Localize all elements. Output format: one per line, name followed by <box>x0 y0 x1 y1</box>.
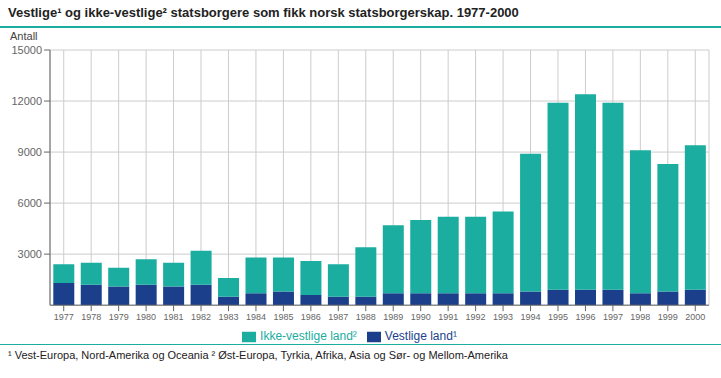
svg-text:1996: 1996 <box>575 312 595 322</box>
svg-text:9000: 9000 <box>18 146 42 158</box>
svg-text:1992: 1992 <box>466 312 486 322</box>
html-text:Vestlige land¹: Vestlige land¹ <box>384 329 457 344</box>
html-text:¹ Vest-Europa, Nord-Amerika og: ¹ Vest-Europa, Nord-Amerika og Oceania ²… <box>8 349 508 361</box>
html-text:Vestlige¹ og ikke-vestlige² st: Vestlige¹ og ikke-vestlige² statsborgere… <box>8 5 519 20</box>
svg-text:1977: 1977 <box>54 312 74 322</box>
svg-text:1978: 1978 <box>81 312 101 322</box>
svg-text:1993: 1993 <box>493 312 513 322</box>
html-text:Antall: Antall <box>10 30 38 42</box>
svg-text:1994: 1994 <box>521 312 541 322</box>
svg-text:1984: 1984 <box>246 312 266 322</box>
svg-text:3000: 3000 <box>18 248 42 260</box>
svg-text:1980: 1980 <box>136 312 156 322</box>
svg-text:1981: 1981 <box>164 312 184 322</box>
svg-text:1991: 1991 <box>438 312 458 322</box>
svg-text:1985: 1985 <box>273 312 293 322</box>
svg-text:6000: 6000 <box>18 197 42 209</box>
svg-text:1998: 1998 <box>630 312 650 322</box>
svg-text:1986: 1986 <box>301 312 321 322</box>
svg-text:1987: 1987 <box>328 312 348 322</box>
svg-text:1983: 1983 <box>218 312 238 322</box>
svg-text:1995: 1995 <box>548 312 568 322</box>
svg-text:1990: 1990 <box>411 312 431 322</box>
svg-text:1989: 1989 <box>383 312 403 322</box>
svg-text:2000: 2000 <box>685 312 705 322</box>
svg-text:12000: 12000 <box>11 95 42 107</box>
svg-text:1982: 1982 <box>191 312 211 322</box>
svg-text:1979: 1979 <box>109 312 129 322</box>
svg-text:1988: 1988 <box>356 312 376 322</box>
html-text:Ikke-vestlige land²: Ikke-vestlige land² <box>260 329 357 344</box>
svg-text:1997: 1997 <box>603 312 623 322</box>
svg-text:1999: 1999 <box>658 312 678 322</box>
svg-text:15000: 15000 <box>11 44 42 56</box>
